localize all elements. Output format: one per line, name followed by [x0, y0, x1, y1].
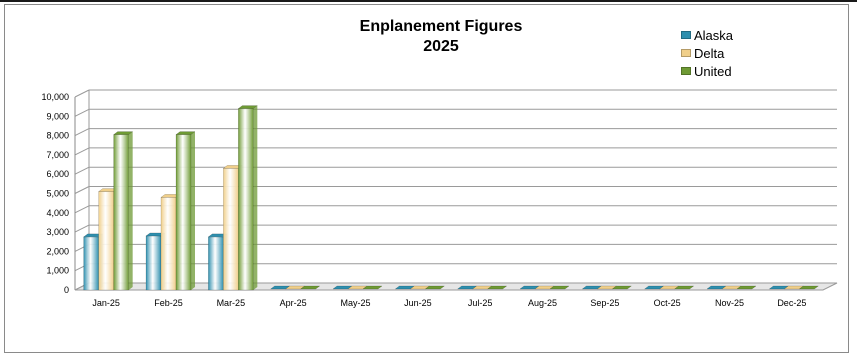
bar-side — [128, 131, 133, 290]
bar-top — [175, 131, 196, 135]
bar-side — [191, 131, 195, 290]
legend-item-united: United — [681, 62, 733, 80]
bar-flat — [362, 285, 383, 290]
chart-subtitle: 2025 — [423, 38, 459, 55]
x-tick-label: May-25 — [340, 298, 370, 308]
window-top-border — [0, 0, 857, 2]
y-tick-label: 4,000 — [46, 208, 69, 218]
legend-item-delta: Delta — [681, 44, 733, 62]
x-tick-label: Dec-25 — [777, 298, 806, 308]
legend-item-alaska: Alaska — [681, 26, 733, 44]
x-tick-label: Apr-25 — [280, 298, 307, 308]
legend-swatch-alaska — [681, 31, 691, 39]
legend-label-alaska: Alaska — [694, 27, 734, 43]
bar-front — [175, 134, 192, 291]
y-tick-label: 8,000 — [46, 131, 69, 141]
y-tick-label: 9,000 — [46, 111, 69, 121]
bar-united-jul-25 — [486, 285, 508, 290]
gridline-side — [74, 128, 90, 137]
y-tick-label: 2,000 — [46, 246, 69, 256]
legend-swatch-delta — [681, 49, 691, 57]
chart-title-block: Enplanement Figures 2025 — [326, 17, 556, 57]
x-tick-label: Sep-25 — [590, 298, 619, 308]
bar-united-jan-25 — [112, 131, 134, 291]
bar-front — [238, 108, 254, 291]
gridline-side — [74, 147, 90, 156]
bar-front — [98, 191, 114, 291]
x-tick-label: Mar-25 — [217, 298, 246, 308]
y-tick-label: 7,000 — [46, 150, 69, 160]
chart-title: Enplanement Figures — [359, 18, 523, 35]
bar-united-sep-25 — [611, 285, 633, 290]
bar-top — [112, 131, 134, 135]
bar-united-feb-25 — [175, 131, 196, 291]
y-tick-label: 0 — [64, 285, 69, 295]
y-tick-label: 10,000 — [41, 92, 69, 102]
chart-legend: Alaska Delta United — [681, 26, 733, 80]
gridline-side — [74, 89, 90, 98]
bar-flat — [486, 285, 508, 290]
bar-united-mar-25 — [237, 105, 259, 291]
bar-layer — [82, 105, 820, 291]
legend-label-united: United — [694, 63, 732, 79]
bar-united-jun-25 — [424, 285, 446, 290]
chart-frame — [4, 4, 849, 353]
bar-side — [253, 105, 258, 290]
y-tick-label: 6,000 — [46, 169, 69, 179]
gridline-side — [74, 186, 90, 194]
gridline-side — [74, 224, 90, 233]
x-tick-label: Jun-25 — [404, 298, 432, 308]
legend-label-delta: Delta — [694, 45, 725, 61]
bar-front — [145, 235, 162, 291]
bar-united-may-25 — [362, 285, 383, 290]
bar-flat — [424, 285, 446, 290]
x-tick-label: Aug-25 — [528, 298, 557, 308]
bar-flat — [673, 285, 695, 290]
y-tick-label: 5,000 — [46, 189, 69, 199]
bar-top — [237, 105, 259, 109]
bar-united-oct-25 — [673, 285, 695, 290]
bar-united-aug-25 — [549, 285, 570, 290]
y-tick-label: 3,000 — [46, 227, 69, 237]
x-tick-label: Jul-25 — [468, 298, 493, 308]
x-tick-label: Oct-25 — [654, 298, 681, 308]
bar-front — [83, 236, 99, 291]
legend-swatch-united — [681, 67, 691, 75]
bar-flat — [611, 285, 633, 290]
axis-layer: 0 1,000 2,000 3,000 4,000 5,000 6,000 7,000 8,00… — [41, 92, 838, 308]
bar-flat — [299, 285, 321, 290]
bar-flat — [549, 285, 570, 290]
y-tick-label: 1,000 — [46, 266, 69, 276]
gridline-side — [74, 205, 90, 214]
gridline-side — [74, 108, 90, 117]
bar-front — [160, 197, 177, 291]
bar-united-dec-25 — [798, 285, 820, 290]
bar-united-nov-25 — [736, 285, 757, 290]
x-tick-label: Nov-25 — [715, 298, 744, 308]
bar-flat — [798, 285, 820, 290]
x-tick-label: Jan-25 — [92, 298, 120, 308]
bar-front — [223, 168, 239, 291]
bar-united-apr-25 — [299, 285, 321, 290]
gridline-side — [74, 166, 90, 175]
bar-front — [208, 236, 224, 291]
bar-flat — [736, 285, 757, 290]
x-tick-label: Feb-25 — [154, 298, 183, 308]
bar-front — [113, 134, 129, 291]
